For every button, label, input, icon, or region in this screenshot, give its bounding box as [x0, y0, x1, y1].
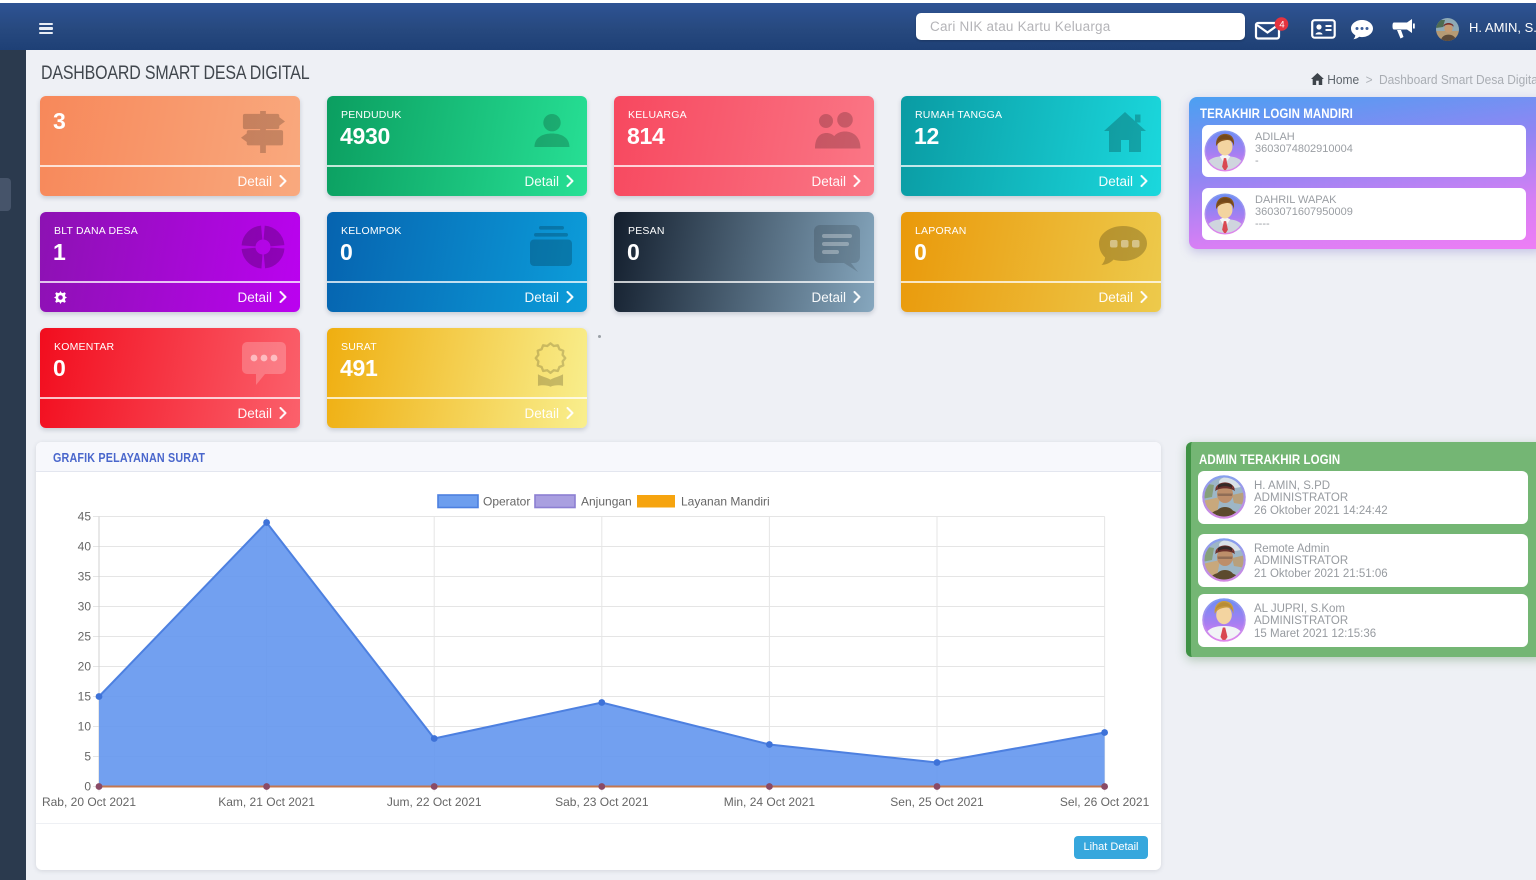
svg-text:4: 4: [1279, 19, 1284, 30]
svg-text:Sel, 26 Oct 2021: Sel, 26 Oct 2021: [1060, 795, 1150, 809]
svg-text:Min, 24 Oct 2021: Min, 24 Oct 2021: [724, 795, 816, 809]
svg-text:30: 30: [78, 600, 92, 614]
svg-text:Anjungan: Anjungan: [581, 495, 632, 509]
svg-text:45: 45: [78, 510, 92, 524]
svg-text:40: 40: [78, 540, 92, 554]
svg-text:Operator: Operator: [483, 495, 530, 509]
svg-text:0: 0: [84, 780, 91, 794]
svg-text:15: 15: [78, 690, 92, 704]
svg-text:10: 10: [78, 720, 92, 734]
svg-text:Layanan Mandiri: Layanan Mandiri: [681, 495, 770, 509]
svg-text:Jum, 22 Oct 2021: Jum, 22 Oct 2021: [387, 795, 482, 809]
svg-text:Kam, 21 Oct 2021: Kam, 21 Oct 2021: [218, 795, 315, 809]
svg-text:35: 35: [78, 570, 92, 584]
svg-text:25: 25: [78, 630, 92, 644]
svg-text:Sab, 23 Oct 2021: Sab, 23 Oct 2021: [555, 795, 649, 809]
svg-text:Rab, 20 Oct 2021: Rab, 20 Oct 2021: [42, 795, 136, 809]
svg-text:5: 5: [84, 750, 91, 764]
svg-text:20: 20: [78, 660, 92, 674]
svg-text:Sen, 25 Oct 2021: Sen, 25 Oct 2021: [890, 795, 984, 809]
